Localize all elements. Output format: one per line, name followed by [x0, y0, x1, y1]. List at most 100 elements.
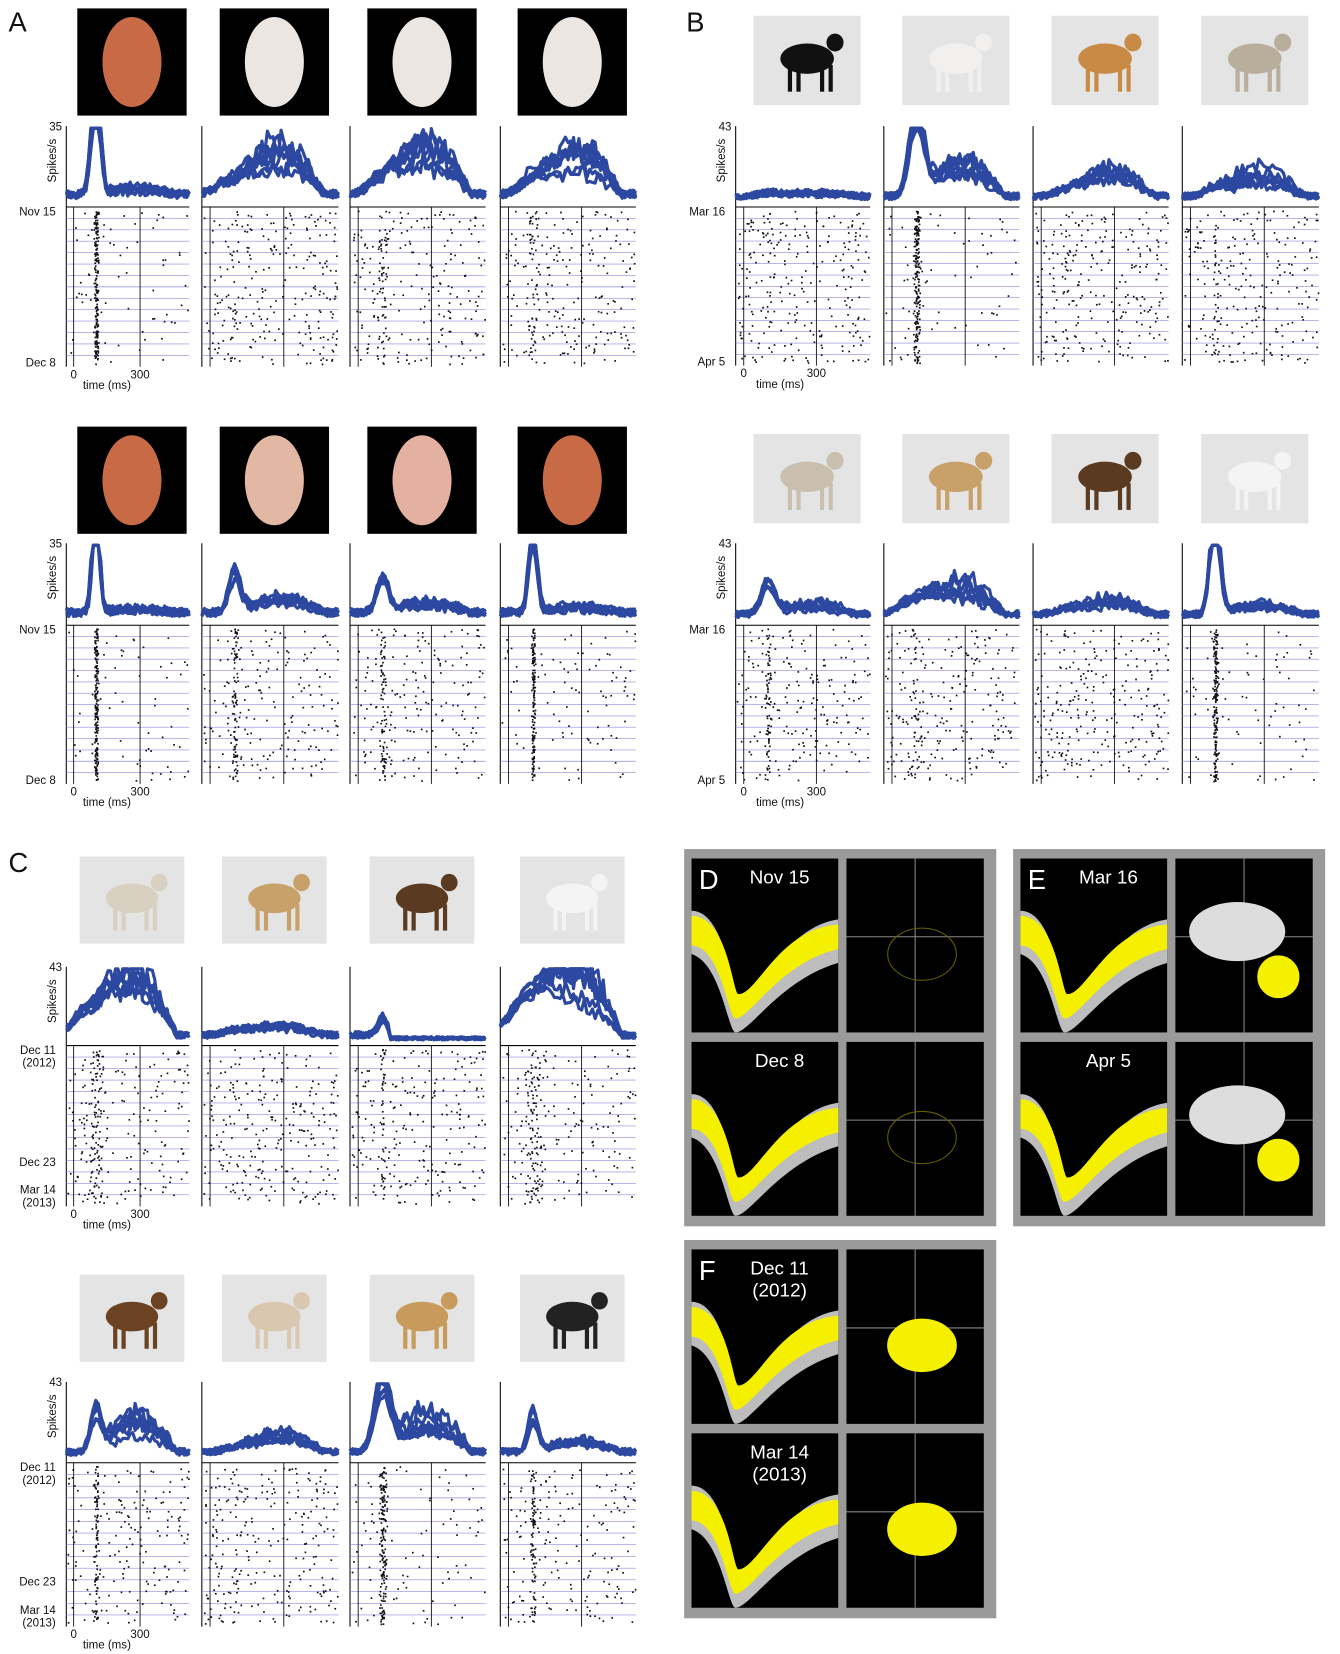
spike	[866, 236, 868, 238]
session-date: Nov 15	[19, 625, 56, 637]
spike	[118, 345, 120, 347]
spike	[848, 249, 850, 251]
spike	[546, 294, 548, 296]
spike	[318, 1120, 320, 1122]
spike	[372, 246, 374, 248]
spike	[276, 1082, 278, 1084]
spike	[1096, 332, 1098, 334]
spike	[887, 711, 889, 713]
spike	[775, 648, 777, 650]
spike	[534, 714, 536, 716]
spike	[91, 229, 93, 231]
spike	[807, 235, 809, 237]
spike	[919, 332, 921, 334]
spike	[383, 332, 385, 334]
spike	[767, 689, 769, 691]
spike	[1139, 335, 1141, 337]
spike	[94, 259, 96, 261]
spike	[381, 671, 383, 673]
spike	[610, 749, 612, 751]
spike	[842, 254, 844, 256]
spike	[538, 271, 540, 273]
spike	[619, 243, 621, 245]
spike	[1302, 242, 1304, 244]
spike	[966, 654, 968, 656]
dog-head	[1274, 34, 1291, 52]
spike	[539, 274, 541, 276]
spike	[541, 664, 543, 666]
spike	[1127, 294, 1129, 296]
spike	[769, 697, 771, 699]
spike	[394, 741, 396, 743]
spike	[816, 220, 818, 222]
spike	[852, 220, 854, 222]
spike	[560, 662, 562, 664]
spike	[1308, 296, 1310, 298]
spike	[767, 241, 769, 243]
spike	[794, 294, 796, 296]
spike	[513, 681, 515, 683]
spike	[380, 245, 382, 247]
spike	[212, 731, 214, 733]
spike	[313, 287, 315, 289]
spike	[145, 1188, 147, 1190]
spike	[930, 693, 932, 695]
spike	[511, 233, 513, 235]
spike	[214, 349, 216, 351]
spike	[527, 297, 529, 299]
dog-leg	[287, 904, 291, 930]
spike	[913, 680, 915, 682]
spike	[787, 322, 789, 324]
spike	[593, 324, 595, 326]
spike	[975, 630, 977, 632]
spike	[757, 740, 759, 742]
spike	[174, 322, 176, 324]
spike	[379, 779, 381, 781]
spike	[81, 1153, 83, 1155]
spike	[1067, 360, 1069, 362]
spike	[1068, 254, 1070, 256]
spike	[186, 1172, 188, 1174]
spike	[96, 217, 98, 219]
spike	[854, 674, 856, 676]
spike	[95, 1132, 97, 1134]
spike	[482, 335, 484, 337]
spike	[918, 290, 920, 292]
spike	[904, 280, 906, 282]
spike	[768, 682, 770, 684]
spike	[828, 217, 830, 219]
spike	[530, 220, 532, 222]
spike	[156, 1096, 158, 1098]
spike	[979, 661, 981, 663]
spike	[235, 322, 237, 324]
spike	[985, 652, 987, 654]
spike	[320, 311, 322, 313]
spike	[139, 349, 141, 351]
spike	[738, 683, 740, 685]
spike	[1270, 352, 1272, 354]
spike	[737, 701, 739, 703]
spike	[510, 255, 512, 257]
spike	[218, 343, 220, 345]
spike	[96, 1177, 98, 1179]
spike	[248, 215, 250, 217]
spike	[389, 212, 391, 214]
panel-letter: B	[686, 7, 704, 38]
spike	[391, 760, 393, 762]
spike	[532, 721, 534, 723]
spike	[1100, 251, 1102, 253]
spike	[1117, 343, 1119, 345]
spike	[310, 745, 312, 747]
spike	[354, 234, 356, 236]
spike	[789, 313, 791, 315]
spike	[1204, 296, 1206, 298]
spike	[212, 242, 214, 244]
spike	[1247, 213, 1249, 215]
spike	[386, 753, 388, 755]
spike	[994, 735, 996, 737]
spike	[95, 684, 97, 686]
spike	[1087, 733, 1089, 735]
spike	[1038, 281, 1040, 283]
spike	[626, 271, 628, 273]
spike	[1037, 276, 1039, 278]
